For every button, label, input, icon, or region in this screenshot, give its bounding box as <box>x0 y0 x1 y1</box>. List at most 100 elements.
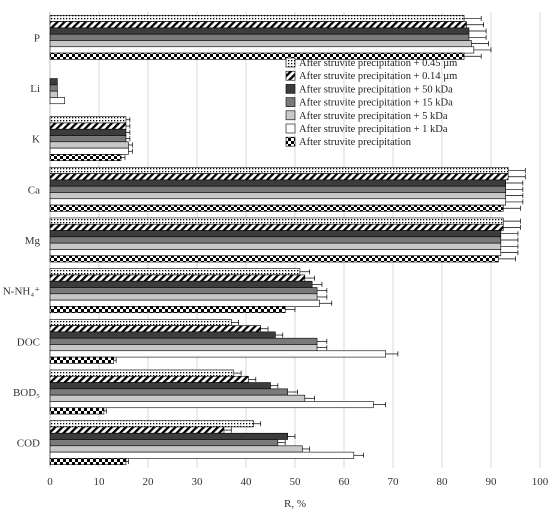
legend-entry: After struvite precipitation + 1 kDa <box>299 124 448 135</box>
legend-swatch <box>285 110 296 121</box>
bar <box>49 166 509 174</box>
x-tick-label: 80 <box>437 476 449 488</box>
legend-entry: After struvite precipitation + 0.14 µm <box>299 71 457 82</box>
bar <box>49 375 249 383</box>
bar <box>49 331 276 339</box>
category-label: N-NH₄⁺ <box>3 286 40 298</box>
bar <box>49 84 58 92</box>
category-labels: P Li K Ca Mg N-NH₄⁺ DOC BOD₅ COD <box>3 32 41 449</box>
x-tick-label: 50 <box>290 476 302 488</box>
x-tick-label: 30 <box>192 476 204 488</box>
bar-series <box>49 14 509 466</box>
bar <box>49 420 254 428</box>
legend-entry: After struvite precipitation + 0.45 µm <box>299 58 457 69</box>
legend-swatch <box>285 97 296 107</box>
bar <box>49 337 318 345</box>
x-tick-label: 10 <box>94 476 106 488</box>
x-tick-label: 100 <box>532 476 549 488</box>
bar <box>49 242 502 250</box>
x-tick-label: 70 <box>388 476 400 488</box>
legend-entry: After struvite precipitation <box>299 137 412 148</box>
bar <box>49 122 127 130</box>
bar <box>49 97 65 105</box>
bar <box>49 432 288 440</box>
bar <box>49 344 318 352</box>
bar <box>49 394 306 402</box>
bar <box>49 369 235 377</box>
legend-entry: After struvite precipitation + 15 kDa <box>299 98 453 109</box>
bar <box>49 40 472 48</box>
bar <box>49 280 313 288</box>
category-label: COD <box>17 438 40 450</box>
bar <box>49 451 355 459</box>
bar <box>49 204 504 212</box>
bar <box>49 90 58 98</box>
x-axis-ticks: 0 10 20 30 40 50 60 70 80 90 100 <box>47 476 549 488</box>
bar <box>49 249 502 257</box>
bar <box>49 318 232 326</box>
category-label: Ca <box>28 184 40 196</box>
category-label: BOD₅ <box>13 387 40 399</box>
x-tick-label: 60 <box>339 476 351 488</box>
legend-entry: After struvite precipitation + 50 kDa <box>299 84 453 95</box>
bar <box>49 382 271 390</box>
bar <box>49 33 470 41</box>
bar <box>49 350 386 358</box>
bar <box>49 255 499 263</box>
bar <box>49 407 105 415</box>
bar <box>49 230 502 238</box>
bar <box>49 147 129 155</box>
x-axis-label: R, % <box>284 498 306 510</box>
bar <box>49 21 467 29</box>
x-tick-label: 20 <box>143 476 155 488</box>
bar <box>49 236 502 244</box>
category-label: K <box>32 134 40 146</box>
bar <box>49 388 288 396</box>
error-bars <box>103 15 526 465</box>
legend-swatch <box>285 123 296 134</box>
bar <box>49 287 318 295</box>
bar <box>49 128 127 136</box>
x-tick-label: 0 <box>47 476 53 488</box>
legend: After struvite precipitation + 0.45 µm Af… <box>285 57 457 148</box>
bar <box>49 116 127 124</box>
bar <box>49 268 301 276</box>
bar <box>49 173 509 181</box>
x-tick-label: 90 <box>486 476 498 488</box>
category-label: Li <box>30 83 40 95</box>
bar <box>49 14 465 22</box>
bar <box>49 445 303 453</box>
bar <box>49 223 504 231</box>
bar <box>49 306 286 314</box>
bar <box>49 426 225 434</box>
bar <box>49 154 122 162</box>
bar <box>49 141 129 149</box>
legend-swatch <box>285 84 296 94</box>
bar <box>49 439 279 447</box>
bar <box>49 217 504 225</box>
bar <box>49 46 475 54</box>
bar <box>49 356 115 364</box>
legend-swatch <box>285 136 296 147</box>
category-label: DOC <box>17 336 40 348</box>
bar <box>49 299 320 307</box>
legend-entry: After struvite precipitation + 5 kDa <box>299 111 448 122</box>
category-label: P <box>34 32 40 44</box>
category-label: Mg <box>25 235 41 247</box>
bar <box>49 27 470 35</box>
bar <box>49 458 127 466</box>
bar <box>49 78 58 86</box>
bar <box>49 293 318 301</box>
bar <box>49 185 507 193</box>
x-tick-label: 40 <box>241 476 253 488</box>
bar <box>49 179 507 187</box>
legend-swatch <box>285 70 296 81</box>
legend-swatch <box>285 57 296 68</box>
bar <box>49 198 507 206</box>
bar <box>49 274 306 282</box>
bar <box>49 135 127 143</box>
bar <box>49 401 374 409</box>
bar <box>49 325 261 333</box>
bar <box>49 192 507 200</box>
